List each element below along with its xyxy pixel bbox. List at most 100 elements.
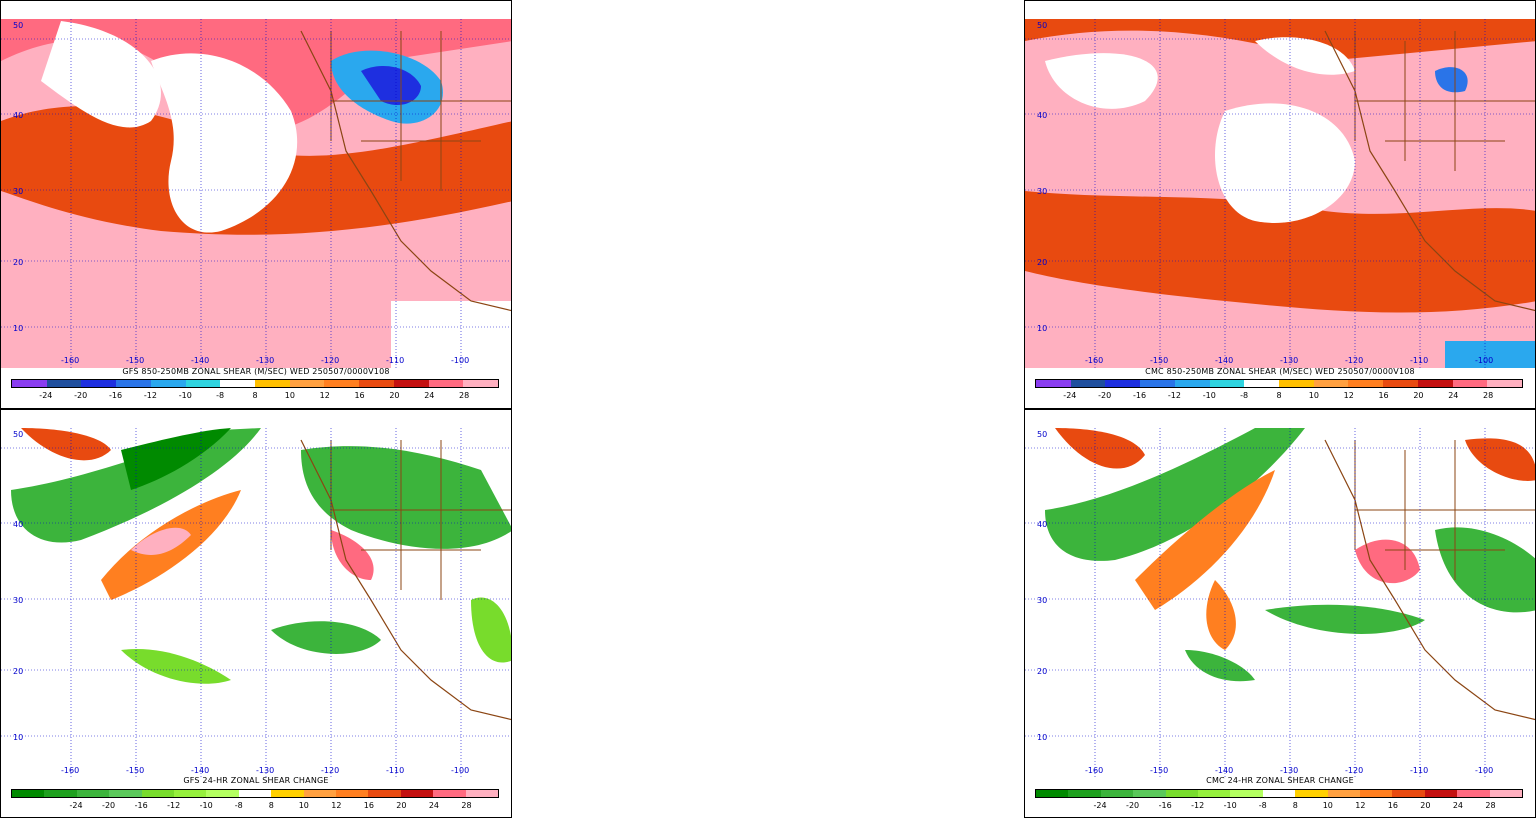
lat-tick: 50 [13, 21, 23, 30]
colorbar-swatch [1417, 380, 1453, 387]
colorbar-swatch [44, 790, 77, 797]
lon-tick: -150 [126, 356, 144, 365]
colorbar-swatch [1279, 380, 1314, 387]
colorbar-label: 12 [1355, 801, 1366, 810]
colorbar-label: 20 [1413, 391, 1424, 400]
lat-tick: 30 [1037, 187, 1047, 196]
colorbar-swatch [393, 380, 429, 387]
lon-tick: -100 [1475, 766, 1493, 775]
lon-tick: -130 [1280, 766, 1298, 775]
colorbar-label: 20 [389, 391, 400, 400]
lat-tick: 50 [1037, 430, 1047, 439]
lon-tick: -160 [61, 766, 79, 775]
lat-tick: 50 [13, 430, 23, 439]
colorbar-label: 28 [459, 391, 470, 400]
colorbar-swatch [206, 790, 239, 797]
lat-tick: 10 [1037, 733, 1047, 742]
colorbar-swatch [1036, 790, 1069, 797]
gfs-shear-panel: 50 40 30 20 10 -160 -150 -140 -130 -120 … [0, 0, 512, 409]
colorbar-label: 24 [1452, 801, 1464, 810]
colorbar-swatch [1133, 790, 1166, 797]
colorbar-swatch [1489, 790, 1523, 797]
colorbar-swatch [81, 380, 117, 387]
lat-tick: 40 [13, 111, 23, 120]
colorbar-label: -8 [216, 391, 225, 400]
colorbar-swatch [174, 790, 207, 797]
lat-tick: 20 [1037, 258, 1047, 267]
colorbar-label: 20 [396, 801, 407, 810]
colorbar-swatch [428, 380, 464, 387]
lon-tick: -120 [321, 766, 339, 775]
colorbar-label: 16 [354, 391, 365, 400]
lon-tick: -140 [1215, 766, 1233, 775]
lat-tick: 10 [13, 324, 23, 333]
panel-caption: CMC 24-HR ZONAL SHEAR CHANGE [1206, 776, 1354, 785]
lat-tick: 10 [13, 733, 23, 742]
colorbar-label: -8 [1258, 801, 1267, 810]
colorbar-label: 12 [319, 391, 330, 400]
colorbar-label: 24 [424, 391, 435, 400]
colorbar-swatch [1487, 380, 1523, 387]
colorbar-labels: -24 -20 -16 -12 -10 -8 8 10 12 16 20 24 28 [11, 801, 499, 811]
colorbar-swatch [1140, 380, 1175, 387]
colorbar-swatch [12, 790, 45, 797]
lat-tick: 50 [1037, 21, 1047, 30]
colorbar [11, 379, 499, 388]
colorbar-label: 16 [363, 801, 374, 810]
grid-lines [1, 19, 511, 368]
colorbar-swatch [336, 790, 369, 797]
colorbar-swatch [116, 380, 151, 387]
colorbar-label: -20 [102, 801, 116, 810]
colorbar-label: 24 [1448, 391, 1459, 400]
lat-tick: 10 [1037, 324, 1047, 333]
lon-tick: -150 [126, 766, 144, 775]
lon-tick: -140 [191, 766, 209, 775]
cmc-shear-panel: 50 40 30 20 10 -160 -150 -140 -130 -120 … [1024, 0, 1536, 409]
colorbar-swatch [400, 790, 434, 797]
colorbar-swatch [238, 790, 272, 797]
lon-tick: -100 [451, 766, 469, 775]
lon-tick: -100 [1475, 356, 1493, 365]
panel-caption: GFS 850-250MB ZONAL SHEAR (M/SEC) WED 25… [122, 367, 390, 376]
colorbar-swatch [303, 790, 337, 797]
colorbar-label: -16 [134, 801, 148, 810]
colorbar-label: 10 [1322, 801, 1333, 810]
gfs-change-panel: 50 40 30 20 10 -160 -150 -140 -130 -120 … [0, 409, 512, 818]
colorbar-label: -12 [143, 391, 157, 400]
lon-tick: -100 [451, 356, 469, 365]
lon-tick: -150 [1150, 356, 1168, 365]
colorbar-label: -8 [234, 801, 243, 810]
lon-tick: -120 [1345, 356, 1363, 365]
colorbar-swatch [324, 380, 360, 387]
colorbar-label: -16 [1158, 801, 1172, 810]
colorbar-swatch [1295, 790, 1328, 797]
lon-tick: -120 [1345, 766, 1363, 775]
colorbar-label: -10 [1223, 801, 1237, 810]
colorbar-label: -16 [109, 391, 123, 400]
lon-tick: -150 [1150, 766, 1168, 775]
colorbar-label: -12 [167, 801, 181, 810]
colorbar-label: -10 [178, 391, 192, 400]
lon-tick: -140 [1215, 356, 1233, 365]
lat-tick: 40 [1037, 111, 1047, 120]
colorbar-label: 10 [1308, 391, 1319, 400]
colorbar-label: -10 [1202, 391, 1216, 400]
colorbar-label: 8 [1276, 391, 1282, 400]
gfs-shear-map: 50 40 30 20 10 -160 -150 -140 -130 -120 … [1, 19, 511, 368]
colorbar-swatch [1198, 790, 1231, 797]
lat-tick: 20 [13, 667, 23, 676]
colorbar-label: -24 [1093, 801, 1107, 810]
colorbar-swatch [1036, 380, 1071, 387]
colorbar-swatch [368, 790, 401, 797]
colorbar-swatch [1313, 380, 1349, 387]
colorbar-swatch [1327, 790, 1361, 797]
cmc-change-map: 50 40 30 20 10 -160 -150 -140 -130 -120 … [1025, 428, 1535, 778]
colorbar-swatch [1262, 790, 1296, 797]
colorbar-swatch [289, 380, 325, 387]
colorbar-swatch [463, 380, 499, 387]
panel-caption: GFS 24-HR ZONAL SHEAR CHANGE [183, 776, 329, 785]
lat-tick: 30 [13, 187, 23, 196]
colorbar-swatch [109, 790, 142, 797]
colorbar-label: -20 [74, 391, 88, 400]
colorbar-label: 10 [298, 801, 309, 810]
